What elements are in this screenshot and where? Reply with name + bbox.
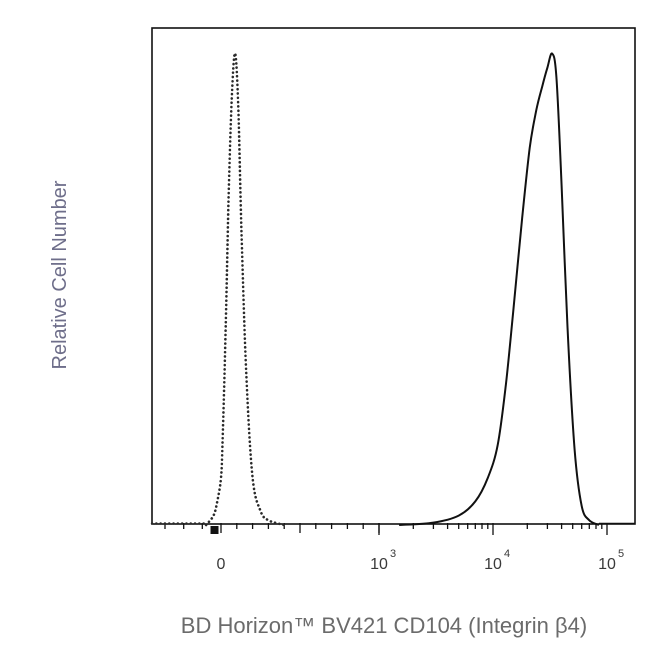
- x-tick-label-0: 0: [217, 556, 226, 573]
- x-axis-title: BD Horizon™ BV421 CD104 (Integrin β4): [181, 613, 587, 638]
- zero-marker: [210, 526, 219, 534]
- plot-frame: [151, 27, 636, 525]
- x-tick-label-3: 10: [598, 556, 616, 573]
- x-axis-ticks: [164, 523, 608, 535]
- x-tick-label-exponent-3: 5: [618, 548, 624, 560]
- x-tick-label-2: 10: [484, 556, 502, 573]
- x-tick-label-1: 10: [370, 556, 388, 573]
- unstained-control-histogram: [204, 52, 286, 527]
- x-tick-label-exponent-2: 4: [504, 548, 510, 560]
- stained-sample-histogram: [399, 52, 600, 526]
- histogram-series: [150, 52, 635, 527]
- y-axis-title: Relative Cell Number: [49, 180, 71, 369]
- x-tick-label-exponent-1: 3: [390, 548, 396, 560]
